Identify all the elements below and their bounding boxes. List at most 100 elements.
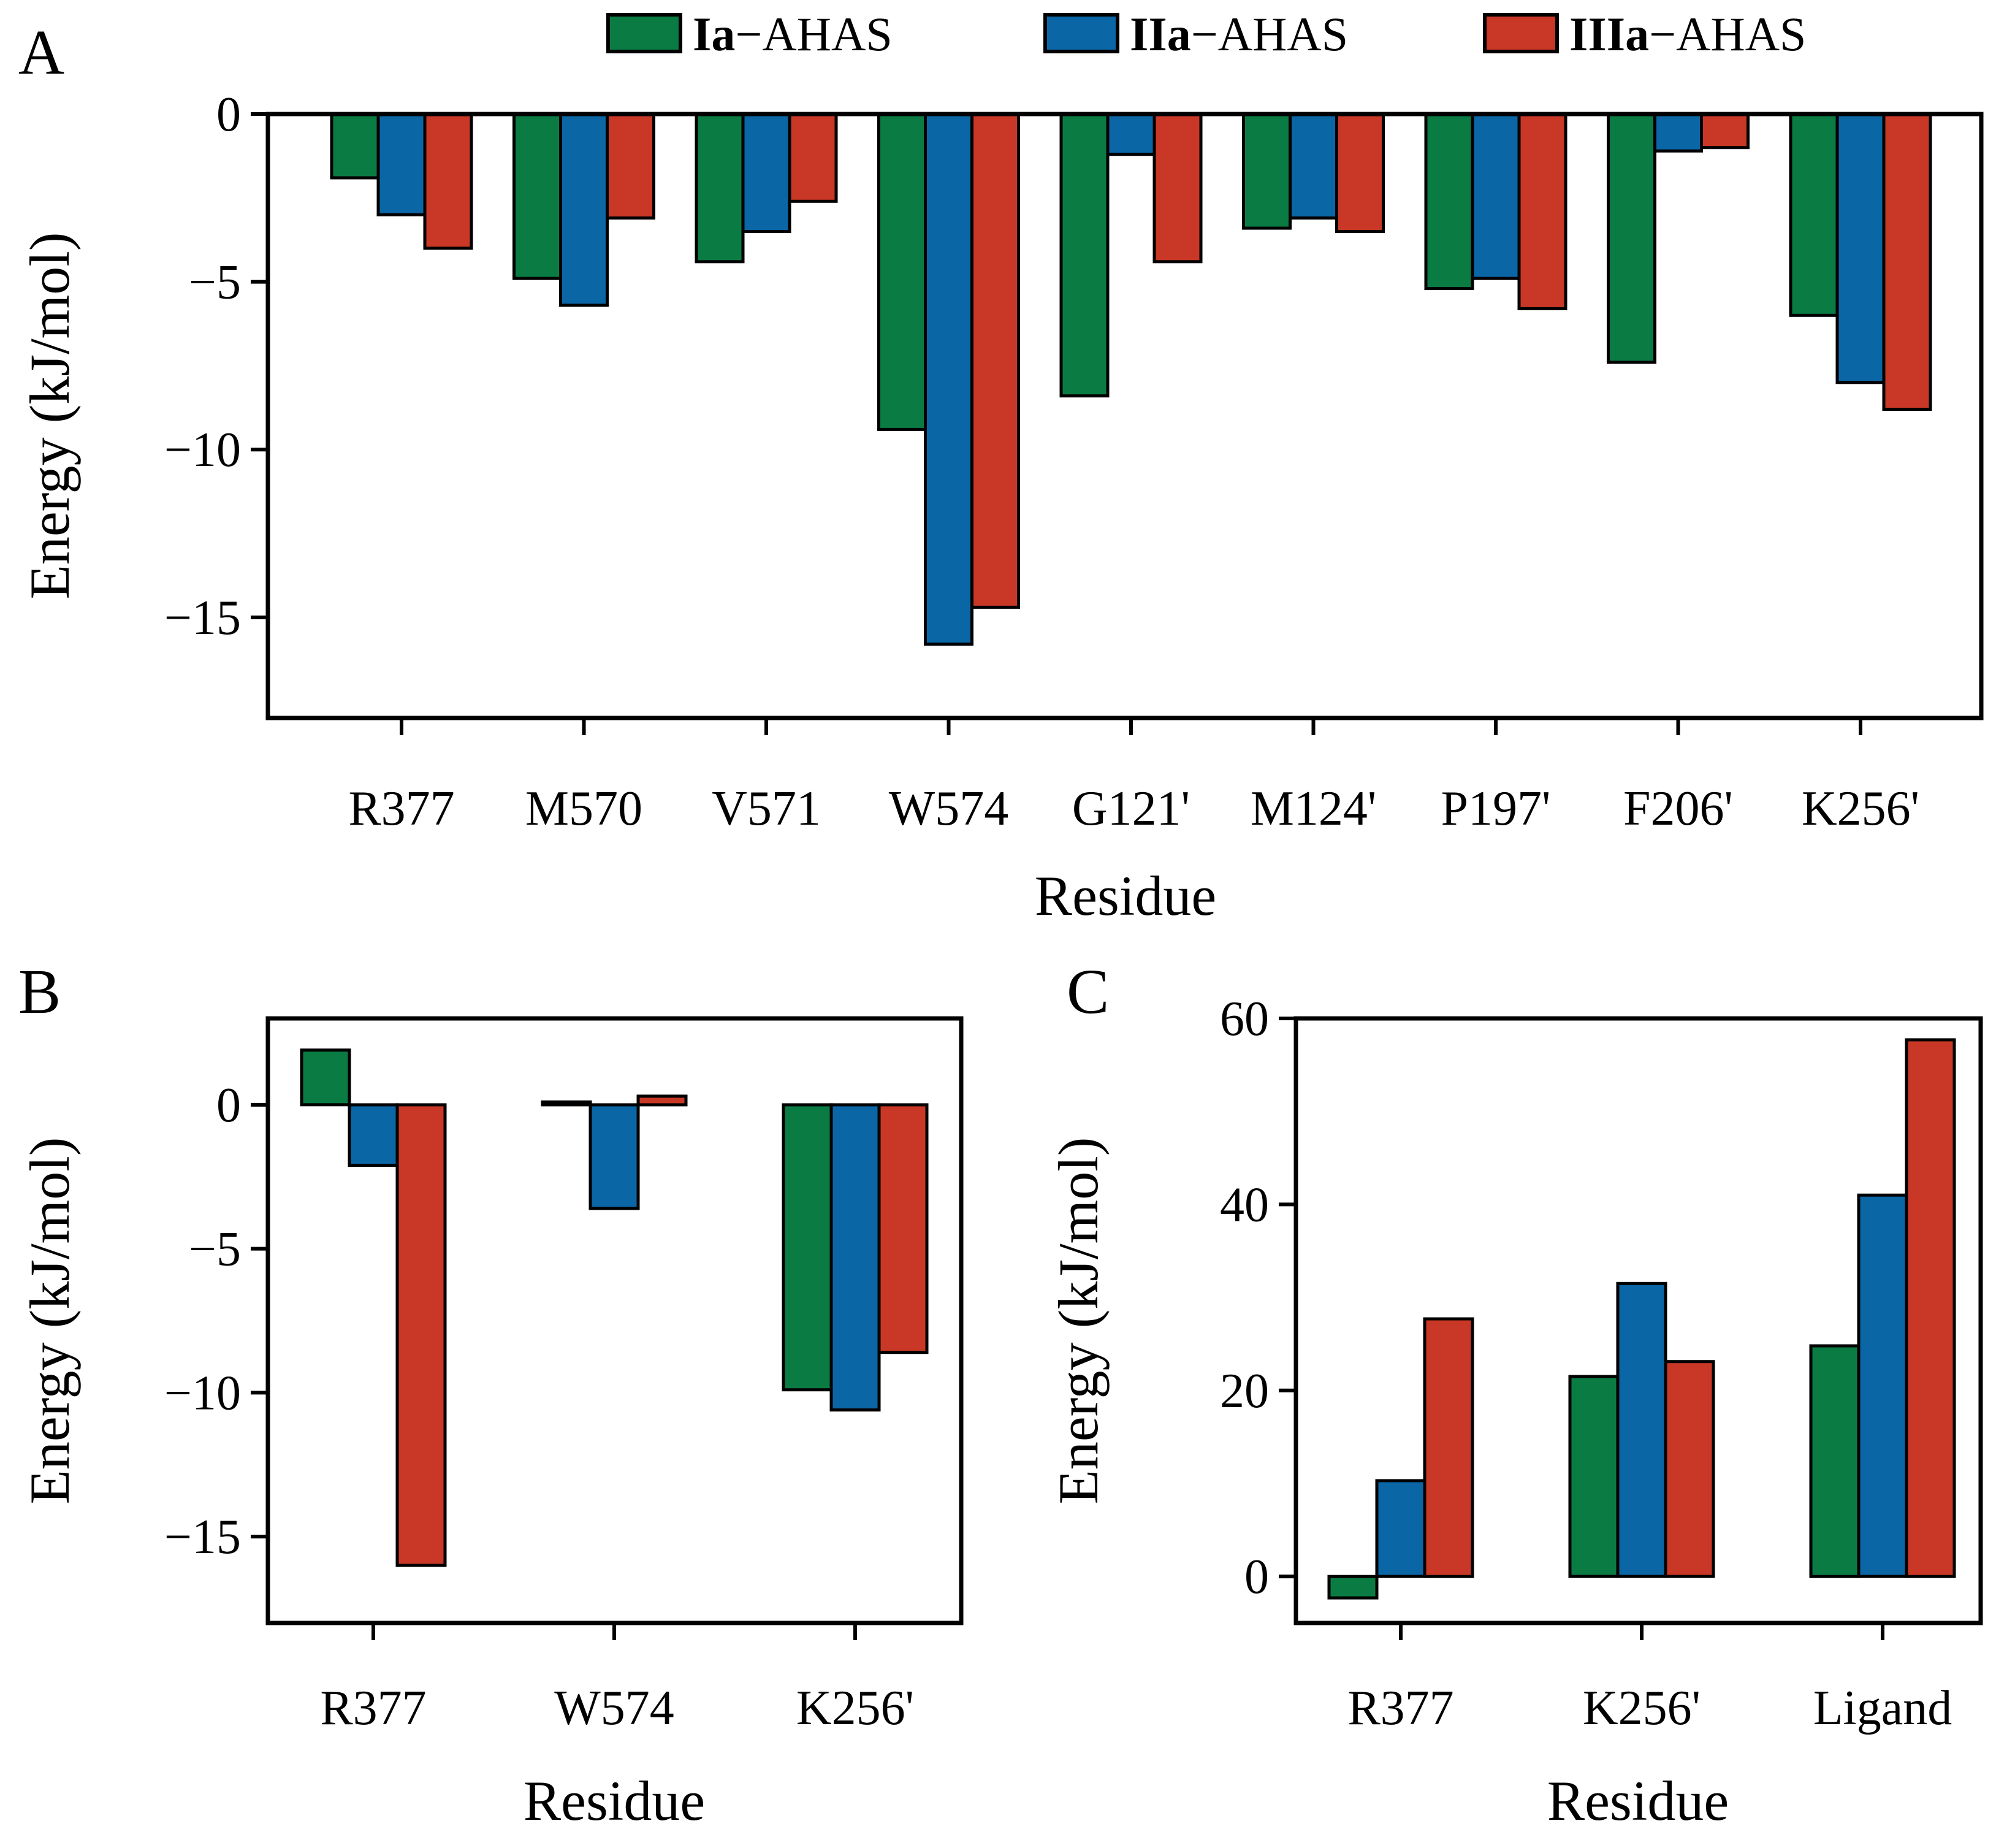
- bar-a-m124-iiia: [1335, 112, 1385, 233]
- bar-a-f206-iiia: [1700, 112, 1750, 150]
- bar-c-r377-ia: [1327, 1575, 1379, 1600]
- bar-c-k256-iia: [1616, 1281, 1667, 1578]
- y-tick-label-b-2: −10: [164, 1366, 241, 1420]
- panel-c-frame: [1293, 1016, 1983, 1625]
- legend-item-iia: IIa−AHAS: [1043, 7, 1348, 61]
- bar-c-ligand-ia: [1809, 1344, 1861, 1578]
- bar-a-f206-ia: [1607, 112, 1656, 364]
- x-tick-label-a-m570: M570: [525, 782, 642, 836]
- panel-b-bars: [300, 1048, 929, 1567]
- bar-a-k256-ia: [1789, 112, 1839, 317]
- bar-b-r377-iia: [348, 1103, 399, 1167]
- y-tick-label-a-0: 0: [216, 88, 241, 142]
- panel-a-x-axis-label: Residue: [1035, 865, 1216, 927]
- bar-a-p197-iia: [1471, 112, 1521, 280]
- panel-c-y-ticks: 0 20 40 60: [1220, 992, 1296, 1604]
- panel-b: B 0 −5 −10 −15 R377 W574 K256' Residue Energy…: [18, 956, 964, 1832]
- x-tick-label-b-w574: W574: [554, 1681, 674, 1735]
- x-tick-label-a-f206: F206': [1623, 782, 1733, 836]
- y-tick-label-c-1: 20: [1220, 1364, 1269, 1418]
- panel-c-bars: [1327, 1038, 1956, 1600]
- y-tick-label-a-3: −15: [164, 591, 241, 645]
- bar-a-r377-iiia: [423, 112, 473, 250]
- legend-swatch-ia: [606, 13, 682, 53]
- legend-label-iiia-bold: IIIa: [1569, 7, 1649, 61]
- legend-swatch-iiia: [1483, 13, 1559, 53]
- panel-b-y-ticks: 0 −5 −10 −15: [164, 1079, 268, 1564]
- bar-a-w574-ia: [877, 112, 927, 431]
- panel-a-letter: A: [18, 17, 64, 88]
- panel-a: A 0 −5 −10 −15 R377 M570 V571 W574 G121' M124' P1…: [18, 17, 1984, 927]
- bar-a-g121-iiia: [1152, 112, 1203, 264]
- x-tick-label-c-k256: K256': [1583, 1681, 1701, 1735]
- bar-a-r377-ia: [330, 112, 380, 180]
- x-tick-label-c-r377: R377: [1347, 1681, 1453, 1735]
- panel-a-y-axis-label: Energy (kJ/mol): [18, 232, 81, 600]
- legend-label-iia: IIa−AHAS: [1130, 7, 1348, 61]
- bar-a-p197-ia: [1424, 112, 1474, 291]
- bar-a-w574-iiia: [970, 112, 1020, 609]
- bar-c-r377-iia: [1375, 1479, 1427, 1578]
- bar-c-r377-iiia: [1423, 1317, 1474, 1578]
- bar-a-m124-iia: [1289, 112, 1338, 220]
- bar-a-v571-iiia: [788, 112, 838, 203]
- bar-a-k256-iiia: [1882, 112, 1932, 411]
- x-tick-label-a-g121: G121': [1072, 782, 1190, 836]
- legend-label-ia: Ia−AHAS: [693, 7, 893, 61]
- legend-item-ia: Ia−AHAS: [606, 7, 893, 61]
- y-tick-label-c-0: 0: [1244, 1550, 1269, 1604]
- bar-a-g121-ia: [1059, 112, 1110, 398]
- x-tick-label-c-ligand: Ligand: [1813, 1681, 1952, 1735]
- bar-a-f206-iia: [1653, 112, 1703, 153]
- bar-b-k256-iia: [829, 1103, 881, 1412]
- legend-label-iia-rest: −AHAS: [1191, 7, 1348, 61]
- y-tick-label-c-3: 60: [1220, 992, 1269, 1046]
- bar-a-v571-iia: [741, 112, 791, 233]
- bar-b-k256-iiia: [877, 1103, 929, 1354]
- legend-label-iiia: IIIa−AHAS: [1569, 7, 1806, 61]
- panel-c-x-axis-label: Residue: [1547, 1770, 1729, 1832]
- x-tick-label-b-r377: R377: [320, 1681, 426, 1735]
- bar-a-k256-iia: [1835, 112, 1886, 384]
- y-tick-label-b-0: 0: [216, 1079, 241, 1132]
- x-tick-label-a-r377: R377: [348, 782, 454, 836]
- bar-c-k256-iiia: [1664, 1360, 1715, 1578]
- bar-c-ligand-iiia: [1905, 1038, 1956, 1578]
- x-tick-label-a-k256: K256': [1802, 782, 1919, 836]
- x-tick-label-a-w574: W574: [889, 782, 1009, 836]
- bar-a-m570-ia: [512, 112, 562, 280]
- bar-b-w574-ia: [541, 1100, 592, 1107]
- bar-a-m570-iiia: [606, 112, 655, 220]
- x-tick-label-b-k256: K256': [796, 1681, 914, 1735]
- legend-item-iiia: IIIa−AHAS: [1483, 7, 1806, 61]
- bar-a-v571-ia: [695, 112, 745, 264]
- bar-a-r377-iia: [376, 112, 427, 216]
- bar-a-g121-iia: [1106, 112, 1156, 156]
- bar-a-m570-iia: [559, 112, 609, 307]
- y-tick-label-c-2: 40: [1220, 1178, 1269, 1232]
- legend-label-ia-bold: Ia: [693, 7, 735, 61]
- bar-b-w574-iiia: [636, 1094, 688, 1107]
- panel-a-bars: [330, 112, 1932, 646]
- panel-b-letter: B: [18, 956, 61, 1027]
- panel-b-y-axis-label: Energy (kJ/mol): [18, 1137, 81, 1505]
- bar-b-k256-ia: [782, 1103, 833, 1392]
- y-tick-label-a-2: −10: [164, 423, 241, 477]
- legend-label-iiia-rest: −AHAS: [1649, 7, 1806, 61]
- bar-b-w574-iia: [589, 1103, 640, 1210]
- x-tick-label-a-m124: M124': [1251, 782, 1377, 836]
- panel-c-y-axis-label: Energy (kJ/mol): [1047, 1137, 1110, 1505]
- bar-b-r377-ia: [300, 1048, 351, 1107]
- bar-c-ligand-iia: [1857, 1193, 1908, 1578]
- bar-c-k256-ia: [1568, 1375, 1620, 1578]
- panel-c-x-ticks: R377 K256' Ligand: [1347, 1623, 1952, 1735]
- panel-b-x-axis-label: Residue: [524, 1770, 705, 1832]
- panel-b-x-ticks: R377 W574 K256': [320, 1623, 914, 1735]
- x-tick-label-a-p197: P197': [1441, 782, 1551, 836]
- x-tick-label-a-v571: V571: [712, 782, 821, 836]
- bar-a-p197-iiia: [1517, 112, 1567, 310]
- legend-swatch-iia: [1043, 13, 1119, 53]
- panel-c-letter: C: [1067, 956, 1109, 1027]
- y-tick-label-b-1: −5: [189, 1223, 241, 1277]
